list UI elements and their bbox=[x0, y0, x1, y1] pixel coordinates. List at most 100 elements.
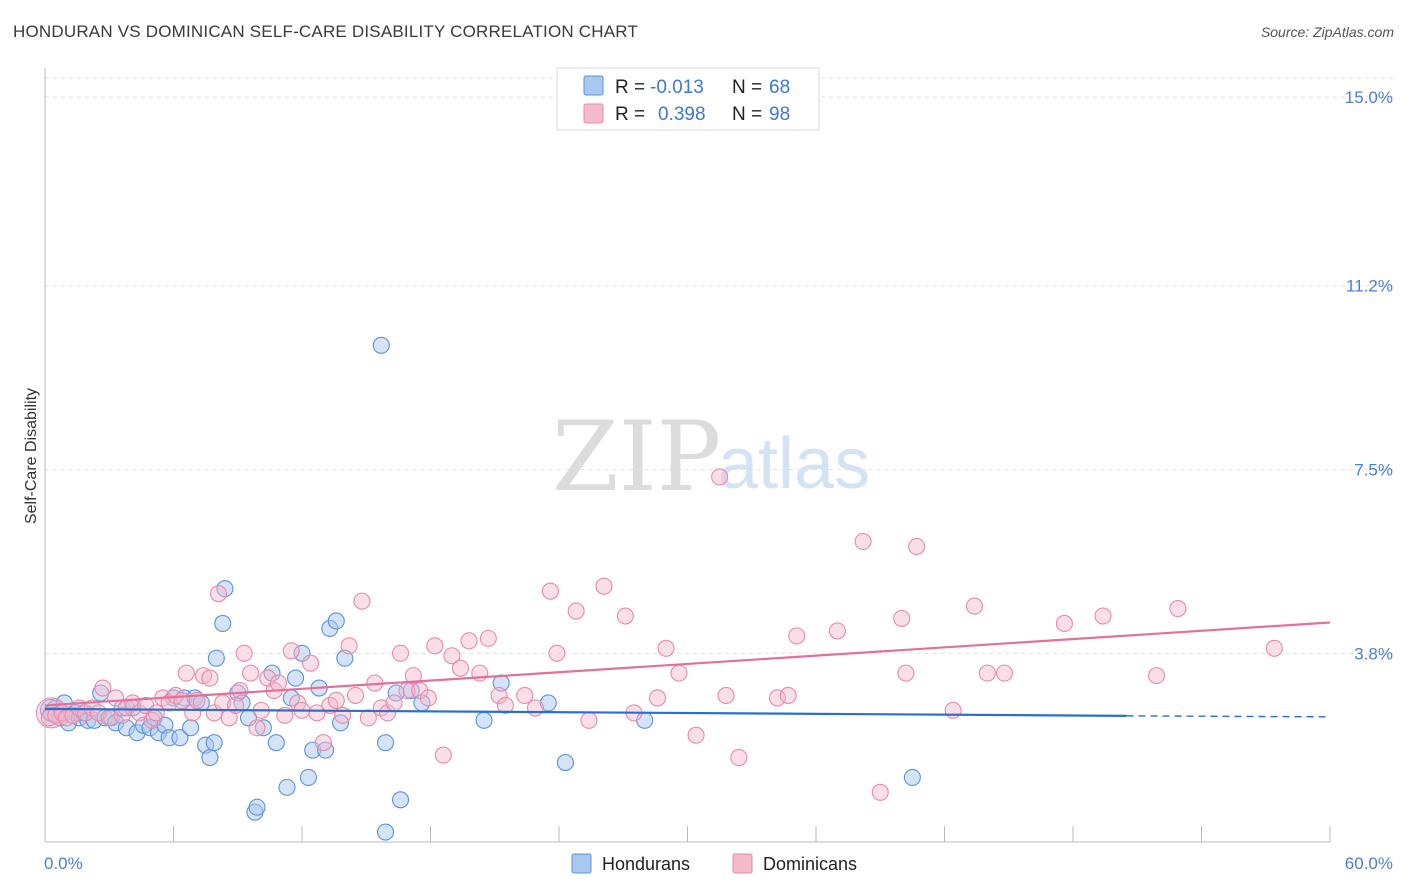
dominicans-point bbox=[526, 699, 544, 717]
dominicans-point bbox=[548, 644, 566, 662]
hondurans-point bbox=[299, 768, 317, 786]
dominicans-point bbox=[897, 664, 915, 682]
dominicans-point bbox=[1169, 600, 1187, 618]
dominicans-point bbox=[353, 592, 371, 610]
dominicans-point bbox=[908, 537, 926, 556]
hondurans-point bbox=[182, 719, 200, 737]
dominicans-point bbox=[209, 585, 228, 603]
dominicans-point bbox=[391, 644, 410, 662]
dominicans-point bbox=[730, 749, 748, 767]
dominicans-point bbox=[580, 711, 598, 729]
dominicans-point bbox=[648, 689, 667, 707]
dominicans-point bbox=[451, 659, 470, 677]
dominicans-point bbox=[201, 669, 219, 687]
legend-r-label-1: R = bbox=[615, 77, 645, 98]
dominicans-point bbox=[717, 686, 735, 705]
y-tick-label: 3.8% bbox=[1354, 644, 1393, 663]
hondurans-point bbox=[171, 729, 189, 747]
dominicans-point bbox=[359, 709, 377, 727]
stats-legend: R = -0.013 N = 68 R = 0.398 N = 98 bbox=[556, 67, 820, 131]
dominicans-point bbox=[687, 726, 705, 744]
dominicans-point bbox=[443, 647, 461, 665]
dominicans-point bbox=[567, 602, 585, 620]
dominicans-point bbox=[404, 667, 422, 685]
hondurans-point bbox=[248, 798, 266, 816]
dominicans-point bbox=[616, 607, 634, 625]
dominicans-point bbox=[779, 686, 797, 705]
legend-n-value-1: 68 bbox=[769, 77, 790, 98]
dominicans-point bbox=[893, 609, 911, 628]
dominicans-point bbox=[1094, 607, 1112, 625]
legend-n-label-1: N = bbox=[732, 77, 762, 98]
legend-r-value-2: 0.398 bbox=[658, 104, 706, 125]
dominicans-point bbox=[657, 639, 675, 657]
hondurans-point bbox=[376, 734, 395, 752]
dominicans-point bbox=[490, 686, 508, 705]
source-credit: Source: ZipAtlas.com bbox=[1260, 24, 1394, 40]
dominicans-point bbox=[1055, 614, 1073, 633]
hondurans-point bbox=[372, 336, 390, 354]
dominicans-point bbox=[768, 689, 787, 707]
hondurans-point bbox=[539, 694, 557, 712]
dominicans-point bbox=[479, 629, 497, 647]
y-axis-label: Self-Care Disability bbox=[23, 388, 40, 524]
dominicans-trend-line bbox=[44, 621, 1331, 707]
x-tick-label-max: 60.0% bbox=[1345, 854, 1393, 873]
dominicans-point bbox=[242, 664, 260, 682]
hondurans-point bbox=[475, 711, 493, 729]
dominicans-point bbox=[516, 686, 534, 705]
x-tick-label-min: 0.0% bbox=[44, 854, 83, 873]
hondurans-point bbox=[205, 734, 223, 752]
dominicans-point bbox=[94, 679, 112, 697]
dominicans-point bbox=[965, 597, 984, 615]
y-tick-label: 11.2% bbox=[1346, 277, 1393, 296]
dominicans-point bbox=[385, 694, 403, 712]
hondurans-point bbox=[556, 753, 574, 772]
dominicans-point bbox=[595, 577, 613, 595]
hondurans-point bbox=[254, 719, 273, 737]
dominicans-point bbox=[496, 696, 515, 714]
dominicans-point bbox=[314, 734, 332, 752]
dominicans-point bbox=[1147, 667, 1166, 685]
series-legend: Hondurans Dominicans bbox=[571, 853, 857, 874]
legend-n-value-2: 98 bbox=[769, 104, 790, 125]
bottom-legend-swatch-hondurans bbox=[571, 853, 592, 874]
legend-r-label-2: R = bbox=[615, 104, 645, 125]
y-tick-label: 7.5% bbox=[1354, 461, 1393, 480]
hondurans-point bbox=[376, 823, 395, 841]
dominicans-point bbox=[302, 654, 320, 672]
hondurans-point bbox=[278, 778, 296, 796]
dominicans-points bbox=[35, 468, 1283, 801]
dominicans-point bbox=[327, 691, 345, 710]
hondurans-point bbox=[201, 749, 219, 767]
dominicans-point bbox=[995, 664, 1014, 682]
legend-n-label-2: N = bbox=[732, 104, 762, 125]
hondurans-point bbox=[214, 614, 232, 633]
dominicans-point bbox=[541, 582, 559, 600]
dominicans-point bbox=[177, 664, 195, 682]
hondurans-point bbox=[287, 669, 305, 687]
dominicans-point bbox=[828, 622, 846, 640]
chart-title: HONDURAN VS DOMINICAN SELF-CARE DISABILI… bbox=[13, 22, 639, 41]
dominicans-point bbox=[379, 704, 397, 722]
grid-layer bbox=[45, 77, 1393, 654]
dominicans-point bbox=[460, 632, 478, 650]
dominicans-point bbox=[235, 644, 253, 662]
dominicans-point bbox=[788, 627, 806, 645]
dominicans-point bbox=[346, 686, 365, 705]
dominicans-point bbox=[1265, 639, 1283, 657]
dominicans-point bbox=[269, 674, 287, 692]
dominicans-point bbox=[871, 783, 889, 801]
legend-swatch-hondurans bbox=[583, 75, 604, 96]
axes-layer: 3.8% 7.5% 11.2% 15.0% 0.0% 60.0% bbox=[44, 68, 1393, 873]
hondurans-point bbox=[207, 649, 225, 667]
legend-swatch-dominicans bbox=[583, 103, 604, 124]
trend-layer bbox=[44, 621, 1331, 718]
dominicans-point bbox=[944, 701, 962, 719]
hondurans-point bbox=[391, 791, 410, 809]
dominicans-point bbox=[340, 637, 358, 655]
y-tick-label: 15.0% bbox=[1345, 88, 1393, 107]
dominicans-point bbox=[854, 532, 872, 551]
watermark-atlas: atlas bbox=[718, 424, 870, 504]
